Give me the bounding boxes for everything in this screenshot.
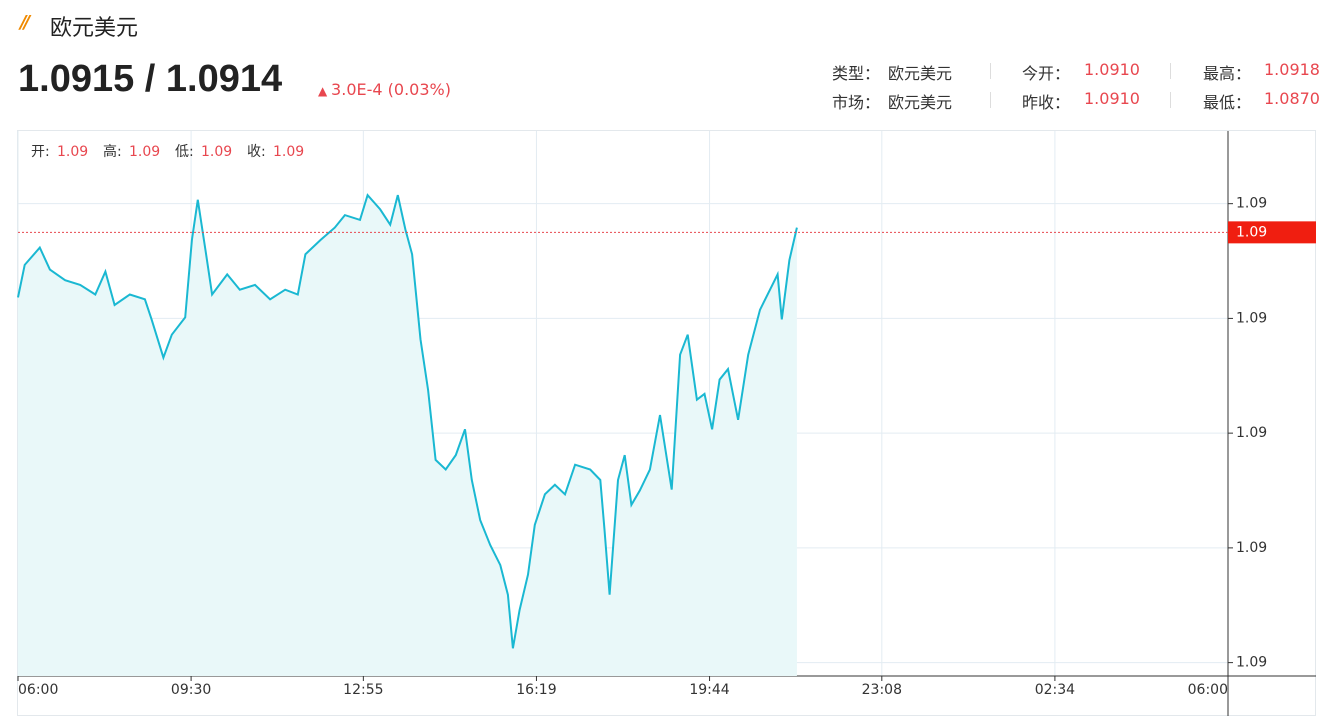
ohlc-value: 1.09 (273, 144, 304, 160)
x-tick-label: 06:00 (1188, 682, 1228, 698)
y-tick-label: 1.09 (1236, 425, 1267, 441)
separator (1170, 92, 1171, 108)
change-text: 3.0E-4 (0.03%) (331, 80, 451, 99)
title: 欧元美元 (50, 16, 139, 41)
current-price-badge (1228, 221, 1316, 244)
x-tick-label: 09:30 (171, 682, 211, 698)
info-label: 类型： (832, 64, 881, 83)
info-label: 最低： (1203, 93, 1252, 112)
x-tick-label: 06:00 (18, 682, 58, 698)
x-tick-label: 23:08 (862, 682, 902, 698)
up-arrow: ▲ (318, 84, 332, 98)
info-label: 昨收： (1022, 93, 1071, 112)
x-tick-label: 02:34 (1035, 682, 1075, 698)
x-tick-label: 16:19 (516, 682, 556, 698)
y-tick-label: 1.09 (1236, 196, 1267, 212)
info-value: 1.0910 (1084, 89, 1140, 108)
y-tick-label: 1.09 (1236, 655, 1267, 671)
ohlc-value: 1.09 (129, 144, 160, 160)
info-label: 今开： (1022, 64, 1071, 83)
x-tick-label: 12:55 (343, 682, 383, 698)
y-tick-label: 1.09 (1236, 540, 1267, 556)
info-label: 市场： (832, 93, 881, 112)
y-tick-label: 1.09 (1236, 310, 1267, 326)
ohlc-label: 开: (31, 144, 50, 160)
price: 1.0915 / 1.0914 (18, 58, 283, 100)
icon: // (20, 12, 30, 33)
current-price-label: 1.09 (1236, 224, 1267, 240)
x-tick-label: 19:44 (689, 682, 729, 698)
price-change: ▲ 3.0E-4 (0.03%) (318, 80, 451, 99)
separator (990, 92, 991, 108)
ohlc-value: 1.09 (57, 144, 88, 160)
separator (1170, 63, 1171, 79)
info-value: 欧元美元 (888, 64, 953, 83)
area-fill (18, 195, 797, 676)
ohlc-value: 1.09 (201, 144, 232, 160)
info-value: 1.0918 (1264, 60, 1320, 79)
price-line (17, 193, 798, 649)
ohlc-label: 低: (175, 144, 194, 160)
ohlc-label: 收: (247, 144, 266, 160)
info-value: 1.0870 (1264, 89, 1320, 108)
info-value: 1.0910 (1084, 60, 1140, 79)
separator (990, 63, 991, 79)
info-label: 最高： (1203, 64, 1252, 83)
info-value: 欧元美元 (888, 93, 953, 112)
ohlc-label: 高: (103, 143, 122, 160)
